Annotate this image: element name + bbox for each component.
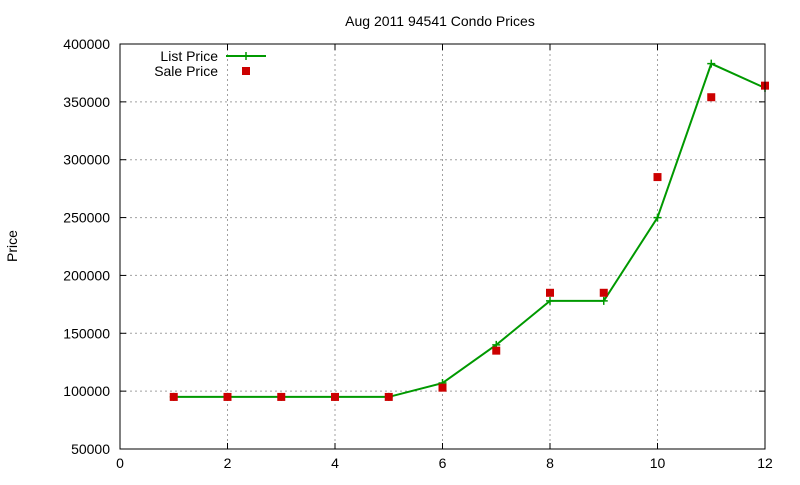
sale-price-point [653, 173, 662, 182]
list-price-point [707, 59, 716, 68]
y-tick-label: 400000 [63, 36, 110, 52]
sale-price-point [707, 93, 716, 102]
x-tick-label: 12 [757, 455, 773, 471]
sale-price-point [492, 346, 501, 355]
x-tick-label: 6 [439, 455, 447, 471]
x-tick-label: 0 [116, 455, 124, 471]
y-axis-label: Price [4, 230, 20, 262]
chart-title: Aug 2011 94541 Condo Prices [345, 13, 535, 29]
axis-ticks: 50000 100000 150000 200000 250000 300000 35000… [63, 36, 773, 471]
sale-price-point [546, 288, 554, 297]
legend-swatch-sale-price [242, 67, 250, 75]
x-tick-label: 8 [546, 455, 554, 471]
x-tick-label: 4 [331, 455, 339, 471]
legend-label-sale-price: Sale Price [154, 63, 218, 79]
legend-label-list-price: List Price [160, 48, 218, 64]
y-tick-label: 300000 [63, 152, 110, 168]
list-price-point [599, 296, 608, 305]
y-tick-label: 200000 [63, 267, 110, 283]
list-price-point [653, 213, 662, 222]
sale-price-point [169, 392, 178, 401]
y-tick-label: 250000 [63, 210, 110, 226]
list-price-line [173, 62, 766, 398]
y-tick-label: 150000 [63, 325, 110, 341]
y-tick-label: 350000 [63, 94, 110, 110]
legend-marker-list-price [242, 52, 250, 60]
sale-price-point [331, 392, 339, 401]
sale-price-point [599, 288, 608, 297]
sale-price-point [438, 383, 447, 392]
sale-price-point [223, 392, 232, 401]
sale-price-point [384, 392, 393, 401]
list-price-point [546, 296, 554, 305]
sale-price-point [277, 392, 286, 401]
x-tick-label: 2 [224, 455, 232, 471]
y-tick-label: 100000 [63, 383, 110, 399]
series-layer [169, 59, 769, 401]
y-tick-label: 50000 [71, 441, 110, 457]
x-tick-label: 10 [650, 455, 666, 471]
